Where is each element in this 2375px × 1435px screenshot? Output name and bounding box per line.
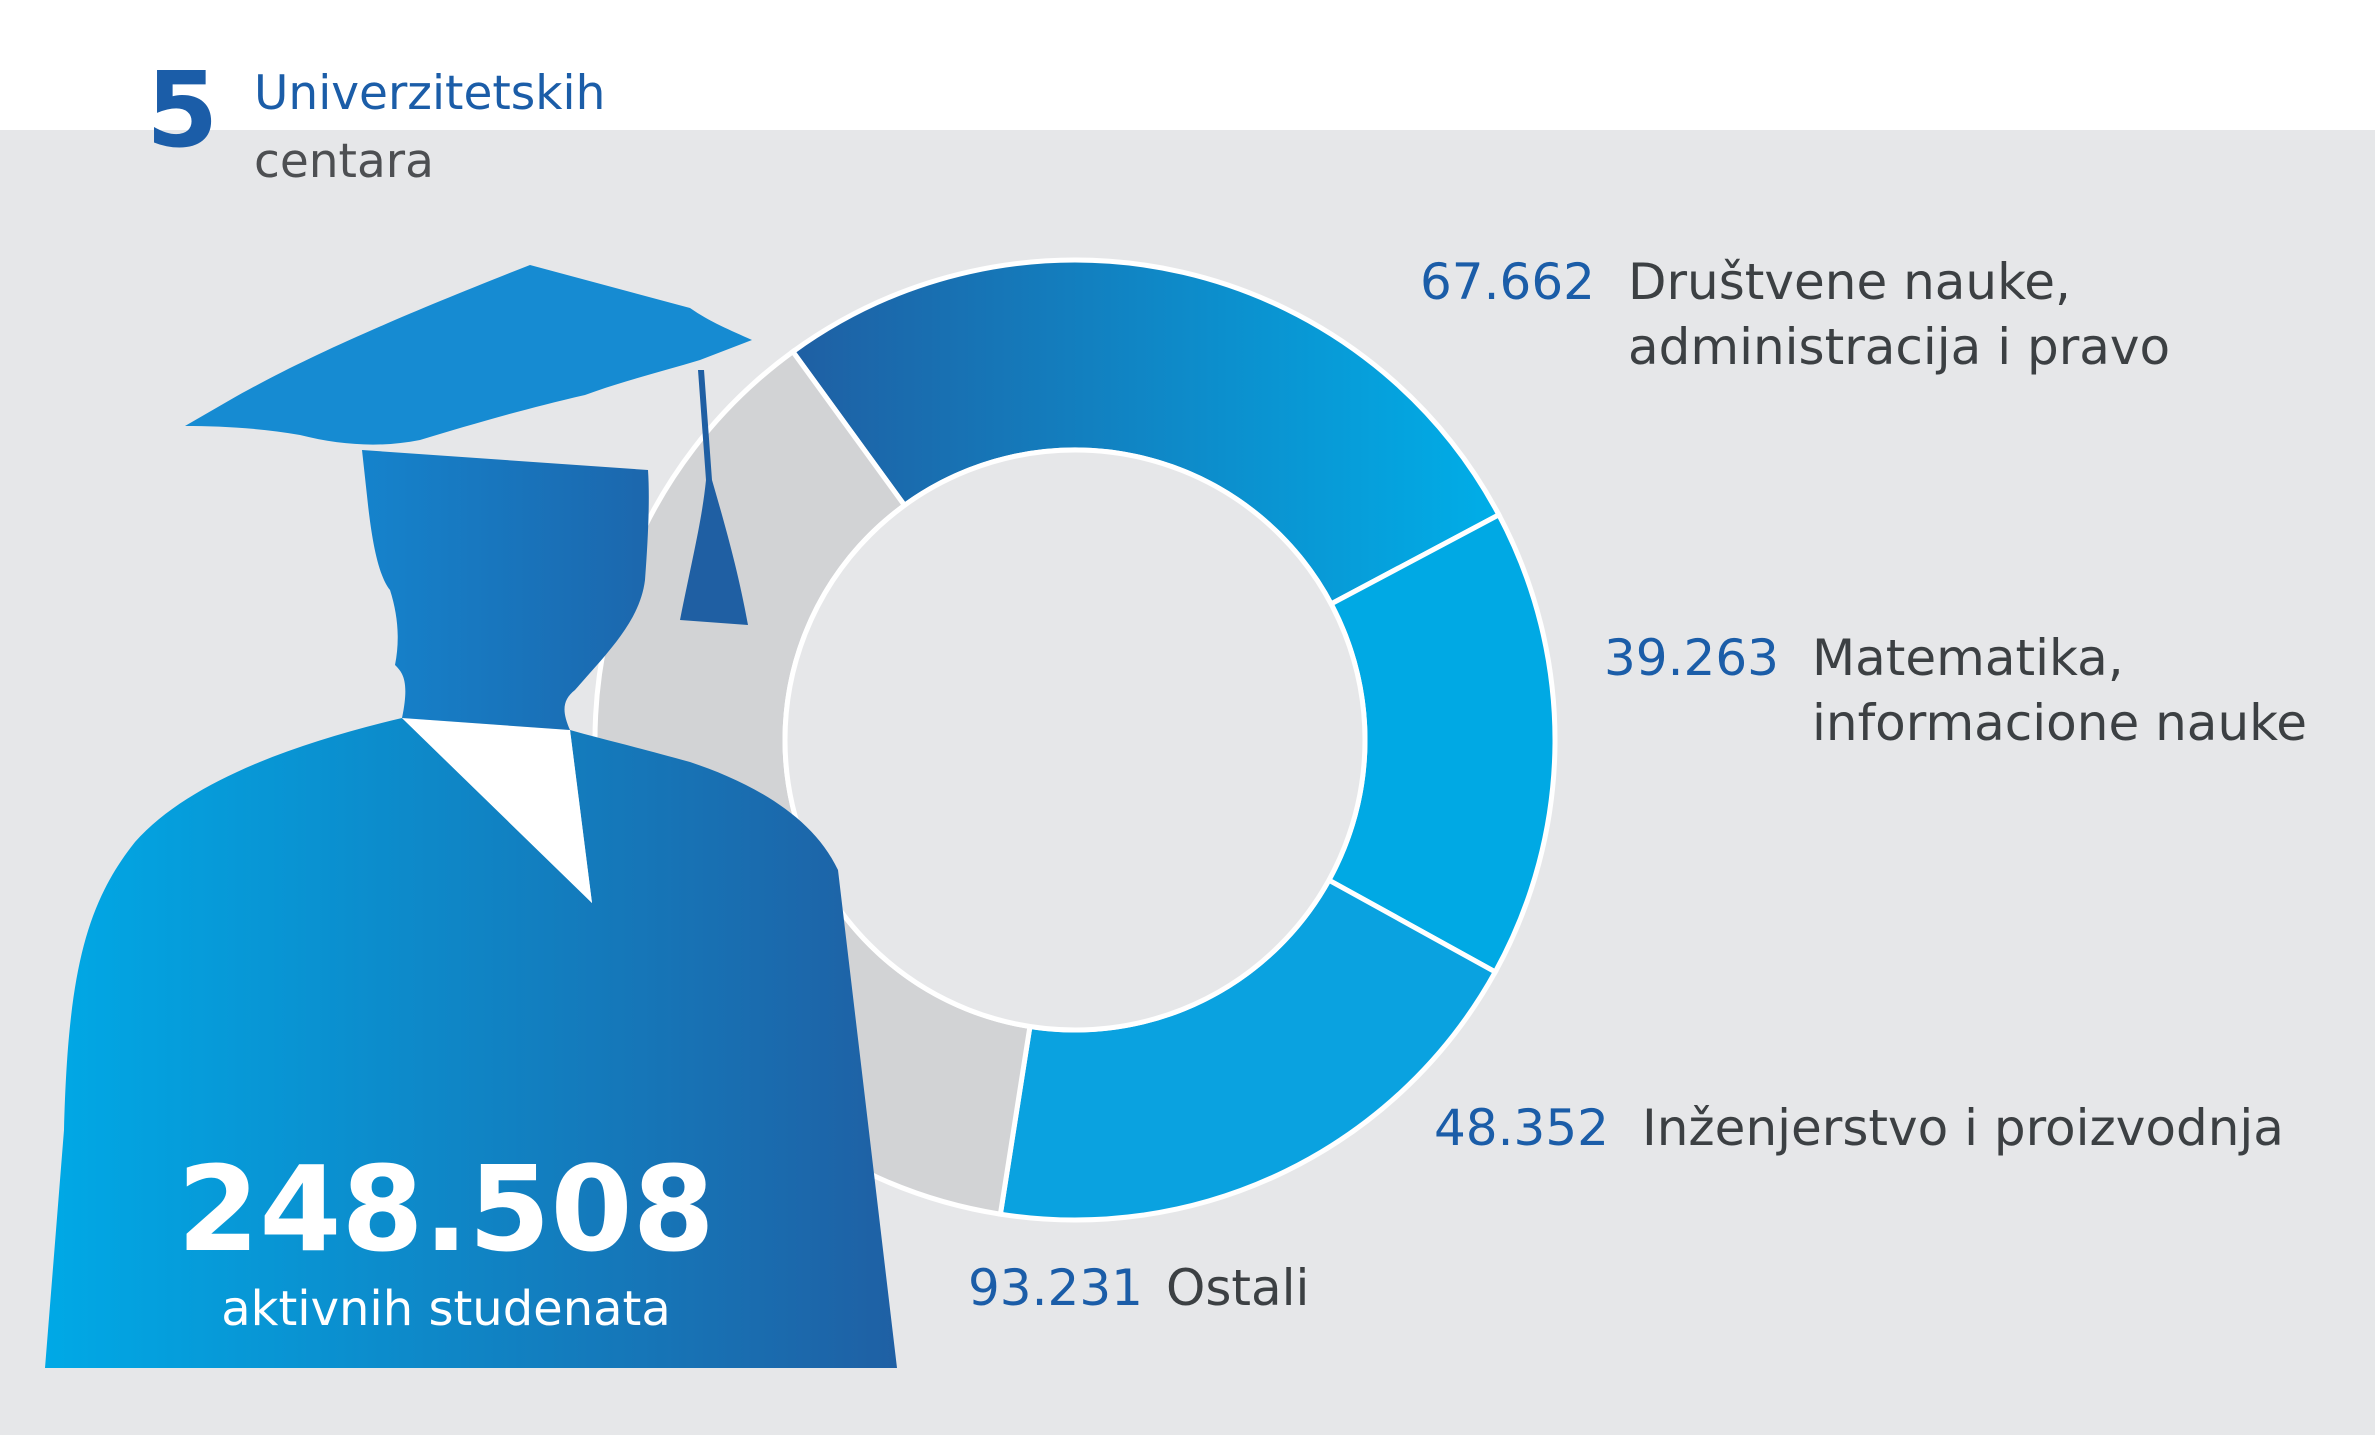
slice-value-label-4: 93.231 bbox=[968, 1259, 1143, 1317]
slice-category-line: Inženjerstvo i proizvodnja bbox=[1642, 1099, 2284, 1157]
mortarboard-tassel bbox=[680, 370, 748, 625]
slice-category-line: informacione nauke bbox=[1812, 694, 2308, 752]
university-label-line-1: Univerzitetskih bbox=[254, 66, 606, 121]
slice-category-line: administracija i pravo bbox=[1628, 318, 2171, 376]
university-label-line-2: centara bbox=[254, 134, 434, 189]
slice-value-label-3: 48.352 bbox=[1434, 1099, 1609, 1157]
graduate-gown bbox=[45, 718, 897, 1368]
slice-category-line: Ostali bbox=[1166, 1259, 1310, 1317]
donut-inner-circle bbox=[782, 447, 1368, 1033]
graduate-collar bbox=[402, 718, 592, 903]
total-students-value: 248.508 bbox=[177, 1140, 715, 1278]
slice-value-label-1: 67.662 bbox=[1420, 253, 1595, 311]
graduate-silhouette bbox=[45, 265, 897, 1368]
total-students-label: aktivnih studenata bbox=[221, 1281, 671, 1337]
slice-category-line: Matematika, bbox=[1812, 629, 2124, 687]
slice-category-label-1: Društvene nauke, administracija i pravo bbox=[1628, 250, 2170, 380]
graduate-head-neck bbox=[362, 450, 649, 730]
slice-category-label-2: Matematika, informacione nauke bbox=[1812, 626, 2307, 756]
slice-value-label-2: 39.263 bbox=[1604, 629, 1779, 687]
slice-category-line: Društvene nauke, bbox=[1628, 253, 2071, 311]
university-count: 5 bbox=[146, 49, 219, 171]
mortarboard-cap bbox=[185, 265, 752, 445]
slice-category-label-4: Ostali bbox=[1166, 1256, 1309, 1321]
slice-category-label-3: Inženjerstvo i proizvodnja bbox=[1642, 1096, 2284, 1161]
